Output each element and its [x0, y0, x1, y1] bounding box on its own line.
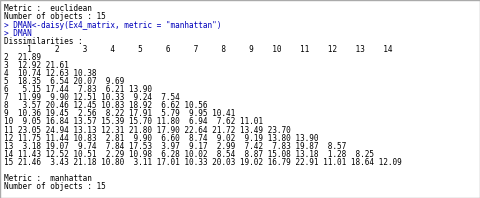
- Text: Metric :  euclidean: Metric : euclidean: [4, 4, 92, 13]
- Text: 5  18.35  6.54 20.07  9.69: 5 18.35 6.54 20.07 9.69: [4, 77, 124, 86]
- Text: Number of objects : 15: Number of objects : 15: [4, 182, 106, 191]
- Text: 2  21.89: 2 21.89: [4, 53, 41, 62]
- Text: 14 11.43 12.52 10.51  2.29 10.98  6.28 10.02  8.54  8.87 15.08 13.18  1.28  8.25: 14 11.43 12.52 10.51 2.29 10.98 6.28 10.…: [4, 150, 374, 159]
- Text: 13  3.18 19.07  9.74  7.84 17.53  3.97  9.17  2.99  7.42  7.83 19.87  8.57: 13 3.18 19.07 9.74 7.84 17.53 3.97 9.17 …: [4, 142, 346, 151]
- Text: Number of objects : 15: Number of objects : 15: [4, 12, 106, 21]
- Text: Dissimilarities :: Dissimilarities :: [4, 37, 83, 46]
- Text: 15 21.46  3.43 21.18 10.80  3.11 17.01 10.33 20.03 19.02 16.79 22.91 11.01 18.64: 15 21.46 3.43 21.18 10.80 3.11 17.01 10.…: [4, 158, 402, 167]
- Text: 1     2     3     4     5     6     7     8     9    10    11    12    13    14: 1 2 3 4 5 6 7 8 9 10 11 12 13 14: [4, 45, 392, 54]
- Text: Metric :  manhattan: Metric : manhattan: [4, 174, 92, 183]
- Text: 7  11.99  9.90 12.51 10.33  9.24  7.54: 7 11.99 9.90 12.51 10.33 9.24 7.54: [4, 93, 180, 102]
- Text: 8   3.57 20.46 12.45 10.83 18.92  6.62 10.56: 8 3.57 20.46 12.45 10.83 18.92 6.62 10.5…: [4, 101, 207, 110]
- Text: 3  12.92 21.61: 3 12.92 21.61: [4, 61, 69, 70]
- Text: 9  10.36 19.45  2.56  8.22 17.91  5.79  9.95 10.41: 9 10.36 19.45 2.56 8.22 17.91 5.79 9.95 …: [4, 109, 235, 118]
- Text: 10  9.05 16.84 13.57 15.39 15.70 11.80  6.94  7.62 11.01: 10 9.05 16.84 13.57 15.39 15.70 11.80 6.…: [4, 117, 263, 127]
- Text: 11 23.05 24.94 13.13 12.31 21.80 17.90 22.64 21.72 13.49 23.70: 11 23.05 24.94 13.13 12.31 21.80 17.90 2…: [4, 126, 290, 134]
- Text: > DMAN: > DMAN: [4, 29, 32, 38]
- Text: > DMAN<-daisy(Ex4_matrix, metric = "manhattan"): > DMAN<-daisy(Ex4_matrix, metric = "manh…: [4, 21, 221, 30]
- Text: 6   5.15 17.44  7.83  6.21 13.90: 6 5.15 17.44 7.83 6.21 13.90: [4, 85, 152, 94]
- Text: 4  10.74 12.63 10.38: 4 10.74 12.63 10.38: [4, 69, 96, 78]
- Text: 12 11.75 11.44 10.83  2.81  9.90  6.60  8.74  9.02  9.19 13.80 13.90: 12 11.75 11.44 10.83 2.81 9.90 6.60 8.74…: [4, 134, 318, 143]
